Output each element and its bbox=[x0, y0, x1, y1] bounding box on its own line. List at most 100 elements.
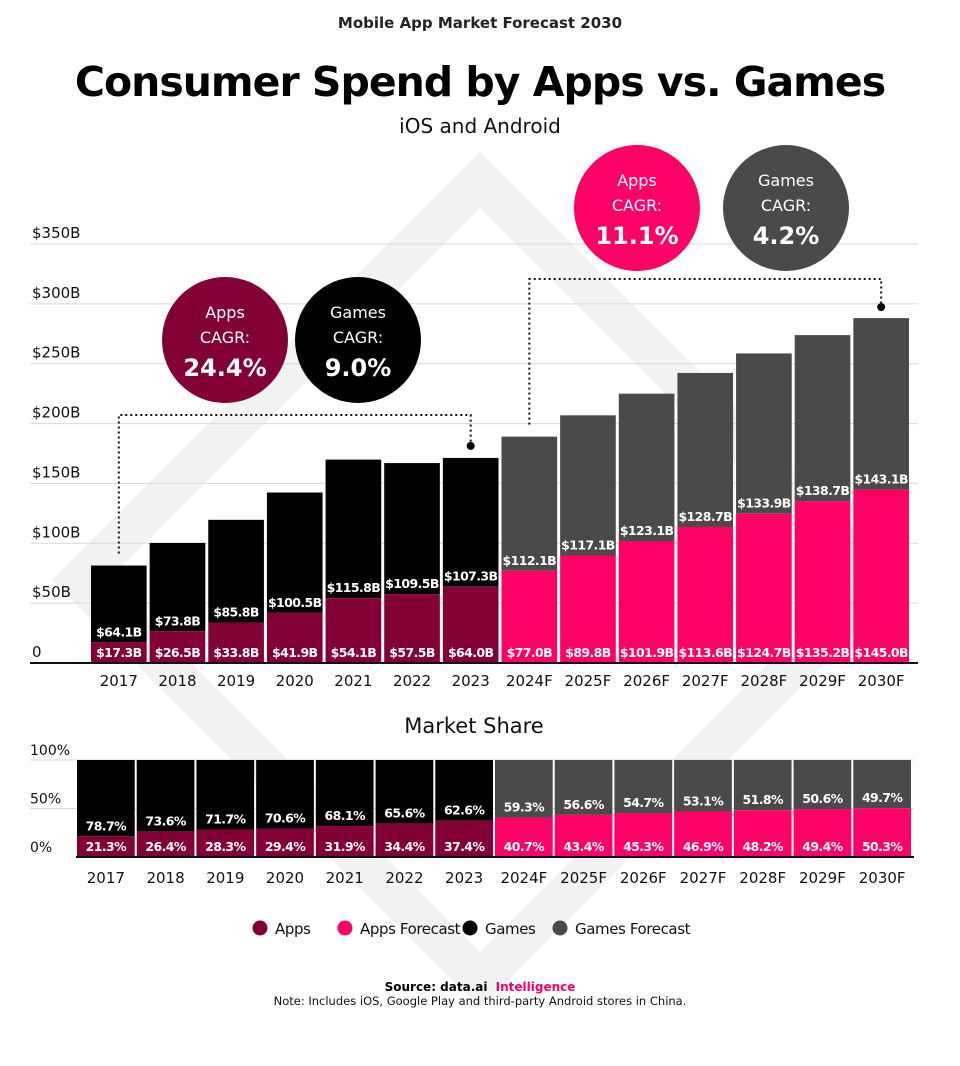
bubble-circle bbox=[574, 145, 700, 271]
bubble-label: Games bbox=[330, 303, 386, 322]
y-tick-label: $150B bbox=[32, 463, 80, 481]
legend-swatch bbox=[337, 920, 353, 936]
games-share-label: 62.6% bbox=[444, 803, 485, 818]
cagr-bubbles: Apps CAGR: 24.4% Games CAGR: 9.0% Apps CAGR: 11.… bbox=[162, 145, 849, 403]
x-tick-label: 2029F bbox=[799, 672, 846, 690]
x-tick-label: 2024F bbox=[500, 869, 547, 887]
apps-share-label: 43.4% bbox=[563, 839, 604, 854]
legend-item: Games bbox=[462, 920, 536, 938]
games-share-label: 54.7% bbox=[623, 795, 664, 810]
games-share-label: 50.6% bbox=[802, 791, 843, 806]
bar-games-share bbox=[315, 760, 374, 827]
apps-share-label: 21.3% bbox=[86, 839, 127, 854]
legend-item: Apps bbox=[252, 920, 312, 938]
bar-apps-share bbox=[853, 808, 911, 857]
bar-apps bbox=[149, 631, 206, 663]
legend-swatch bbox=[462, 920, 478, 936]
bar-games bbox=[560, 415, 616, 556]
x-tick-label: 2017 bbox=[87, 869, 125, 887]
source: Source: data.ai Intelligence bbox=[385, 980, 576, 994]
bar-apps bbox=[736, 513, 792, 663]
connector-forecast bbox=[528, 278, 883, 425]
bar-apps bbox=[91, 642, 147, 663]
games-value-label: $128.7B bbox=[678, 509, 732, 524]
apps-share-label: 31.9% bbox=[325, 839, 366, 854]
y-tick-label: $300B bbox=[32, 284, 80, 302]
x-tick-label: 2024F bbox=[506, 672, 553, 690]
y-tick-label: $200B bbox=[32, 404, 80, 422]
bubble-label: CAGR: bbox=[333, 328, 383, 347]
games-share-label: 59.3% bbox=[504, 800, 545, 815]
x-tick-label: 2019 bbox=[206, 869, 244, 887]
share-chart: 0% 50% 100% 78.7% 21.3% 2017 73.6% 26.4% 2018 71.… bbox=[30, 743, 914, 887]
legend-item: Games Forecast bbox=[552, 920, 691, 938]
x-tick-label: 2026F bbox=[623, 672, 670, 690]
bar-games bbox=[149, 542, 206, 632]
games-share-label: 70.6% bbox=[265, 810, 306, 825]
apps-value-label: $89.8B bbox=[565, 645, 611, 660]
apps-value-label: $41.9B bbox=[272, 645, 318, 660]
bubble-value: 4.2% bbox=[753, 222, 820, 250]
bar-apps bbox=[853, 489, 909, 663]
games-value-label: $109.5B bbox=[385, 576, 439, 591]
cagr-bubble: Apps CAGR: 11.1% bbox=[574, 145, 700, 271]
bubble-label: CAGR: bbox=[612, 196, 662, 215]
bar-apps-share bbox=[435, 820, 493, 857]
games-value-label: $115.8B bbox=[327, 580, 381, 595]
apps-share-label: 34.4% bbox=[384, 839, 425, 854]
bar-apps bbox=[442, 586, 499, 663]
bar-apps-share bbox=[196, 829, 255, 857]
main-chart: 0 $50B $100B $150B $200B $250B $300B $350B $64.1… bbox=[30, 224, 918, 690]
bar-games bbox=[91, 565, 147, 643]
games-value-label: $85.8B bbox=[213, 605, 259, 620]
connector-historic bbox=[117, 414, 472, 554]
bar-apps-share bbox=[77, 836, 135, 857]
x-tick-label: 2020 bbox=[266, 869, 304, 887]
apps-value-label: $33.8B bbox=[213, 645, 259, 660]
apps-value-label: $77.0B bbox=[507, 645, 553, 660]
apps-value-label: $54.1B bbox=[331, 645, 377, 660]
bar-games bbox=[853, 318, 909, 490]
apps-share-label: 45.3% bbox=[623, 839, 664, 854]
bar-games bbox=[677, 372, 734, 528]
bar-apps bbox=[794, 501, 851, 663]
bar-games bbox=[794, 335, 851, 502]
apps-share-label: 49.4% bbox=[802, 839, 843, 854]
cagr-bubble: Games CAGR: 4.2% bbox=[723, 145, 849, 271]
games-share-label: 71.7% bbox=[205, 812, 246, 827]
games-value-label: $73.8B bbox=[155, 613, 201, 628]
bar-apps-share bbox=[793, 809, 852, 857]
bar-apps-share bbox=[375, 823, 434, 857]
x-tick-label: 2027F bbox=[682, 672, 729, 690]
apps-value-label: $57.5B bbox=[389, 645, 435, 660]
games-value-label: $143.1B bbox=[854, 471, 908, 486]
bar-apps bbox=[384, 594, 440, 663]
games-share-label: 51.8% bbox=[743, 792, 784, 807]
apps-value-label: $145.0B bbox=[854, 645, 908, 660]
games-share-label: 56.6% bbox=[563, 797, 604, 812]
bubble-label: CAGR: bbox=[200, 328, 250, 347]
bubble-label: Apps bbox=[205, 303, 245, 322]
apps-value-label: $101.9B bbox=[620, 645, 674, 660]
y-tick-label: 50% bbox=[30, 792, 61, 808]
apps-value-label: $17.3B bbox=[96, 645, 142, 660]
apps-share-label: 37.4% bbox=[444, 839, 485, 854]
bar-apps bbox=[677, 527, 734, 663]
legend-label: Games Forecast bbox=[575, 920, 691, 938]
games-value-label: $138.7B bbox=[796, 483, 850, 498]
games-value-label: $64.1B bbox=[96, 624, 142, 639]
games-value-label: $123.1B bbox=[620, 523, 674, 538]
x-tick-label: 2023 bbox=[445, 869, 483, 887]
x-tick-label: 2030F bbox=[859, 869, 906, 887]
x-tick-label: 2021 bbox=[326, 869, 364, 887]
games-share-label: 68.1% bbox=[325, 808, 366, 823]
apps-share-label: 46.9% bbox=[683, 839, 724, 854]
apps-share-label: 48.2% bbox=[743, 839, 784, 854]
bubble-value: 11.1% bbox=[595, 222, 678, 250]
bar-apps-share bbox=[614, 813, 673, 857]
apps-value-label: $124.7B bbox=[737, 645, 791, 660]
games-value-label: $100.5B bbox=[268, 595, 322, 610]
bar-games bbox=[501, 436, 558, 571]
apps-value-label: $26.5B bbox=[155, 645, 201, 660]
